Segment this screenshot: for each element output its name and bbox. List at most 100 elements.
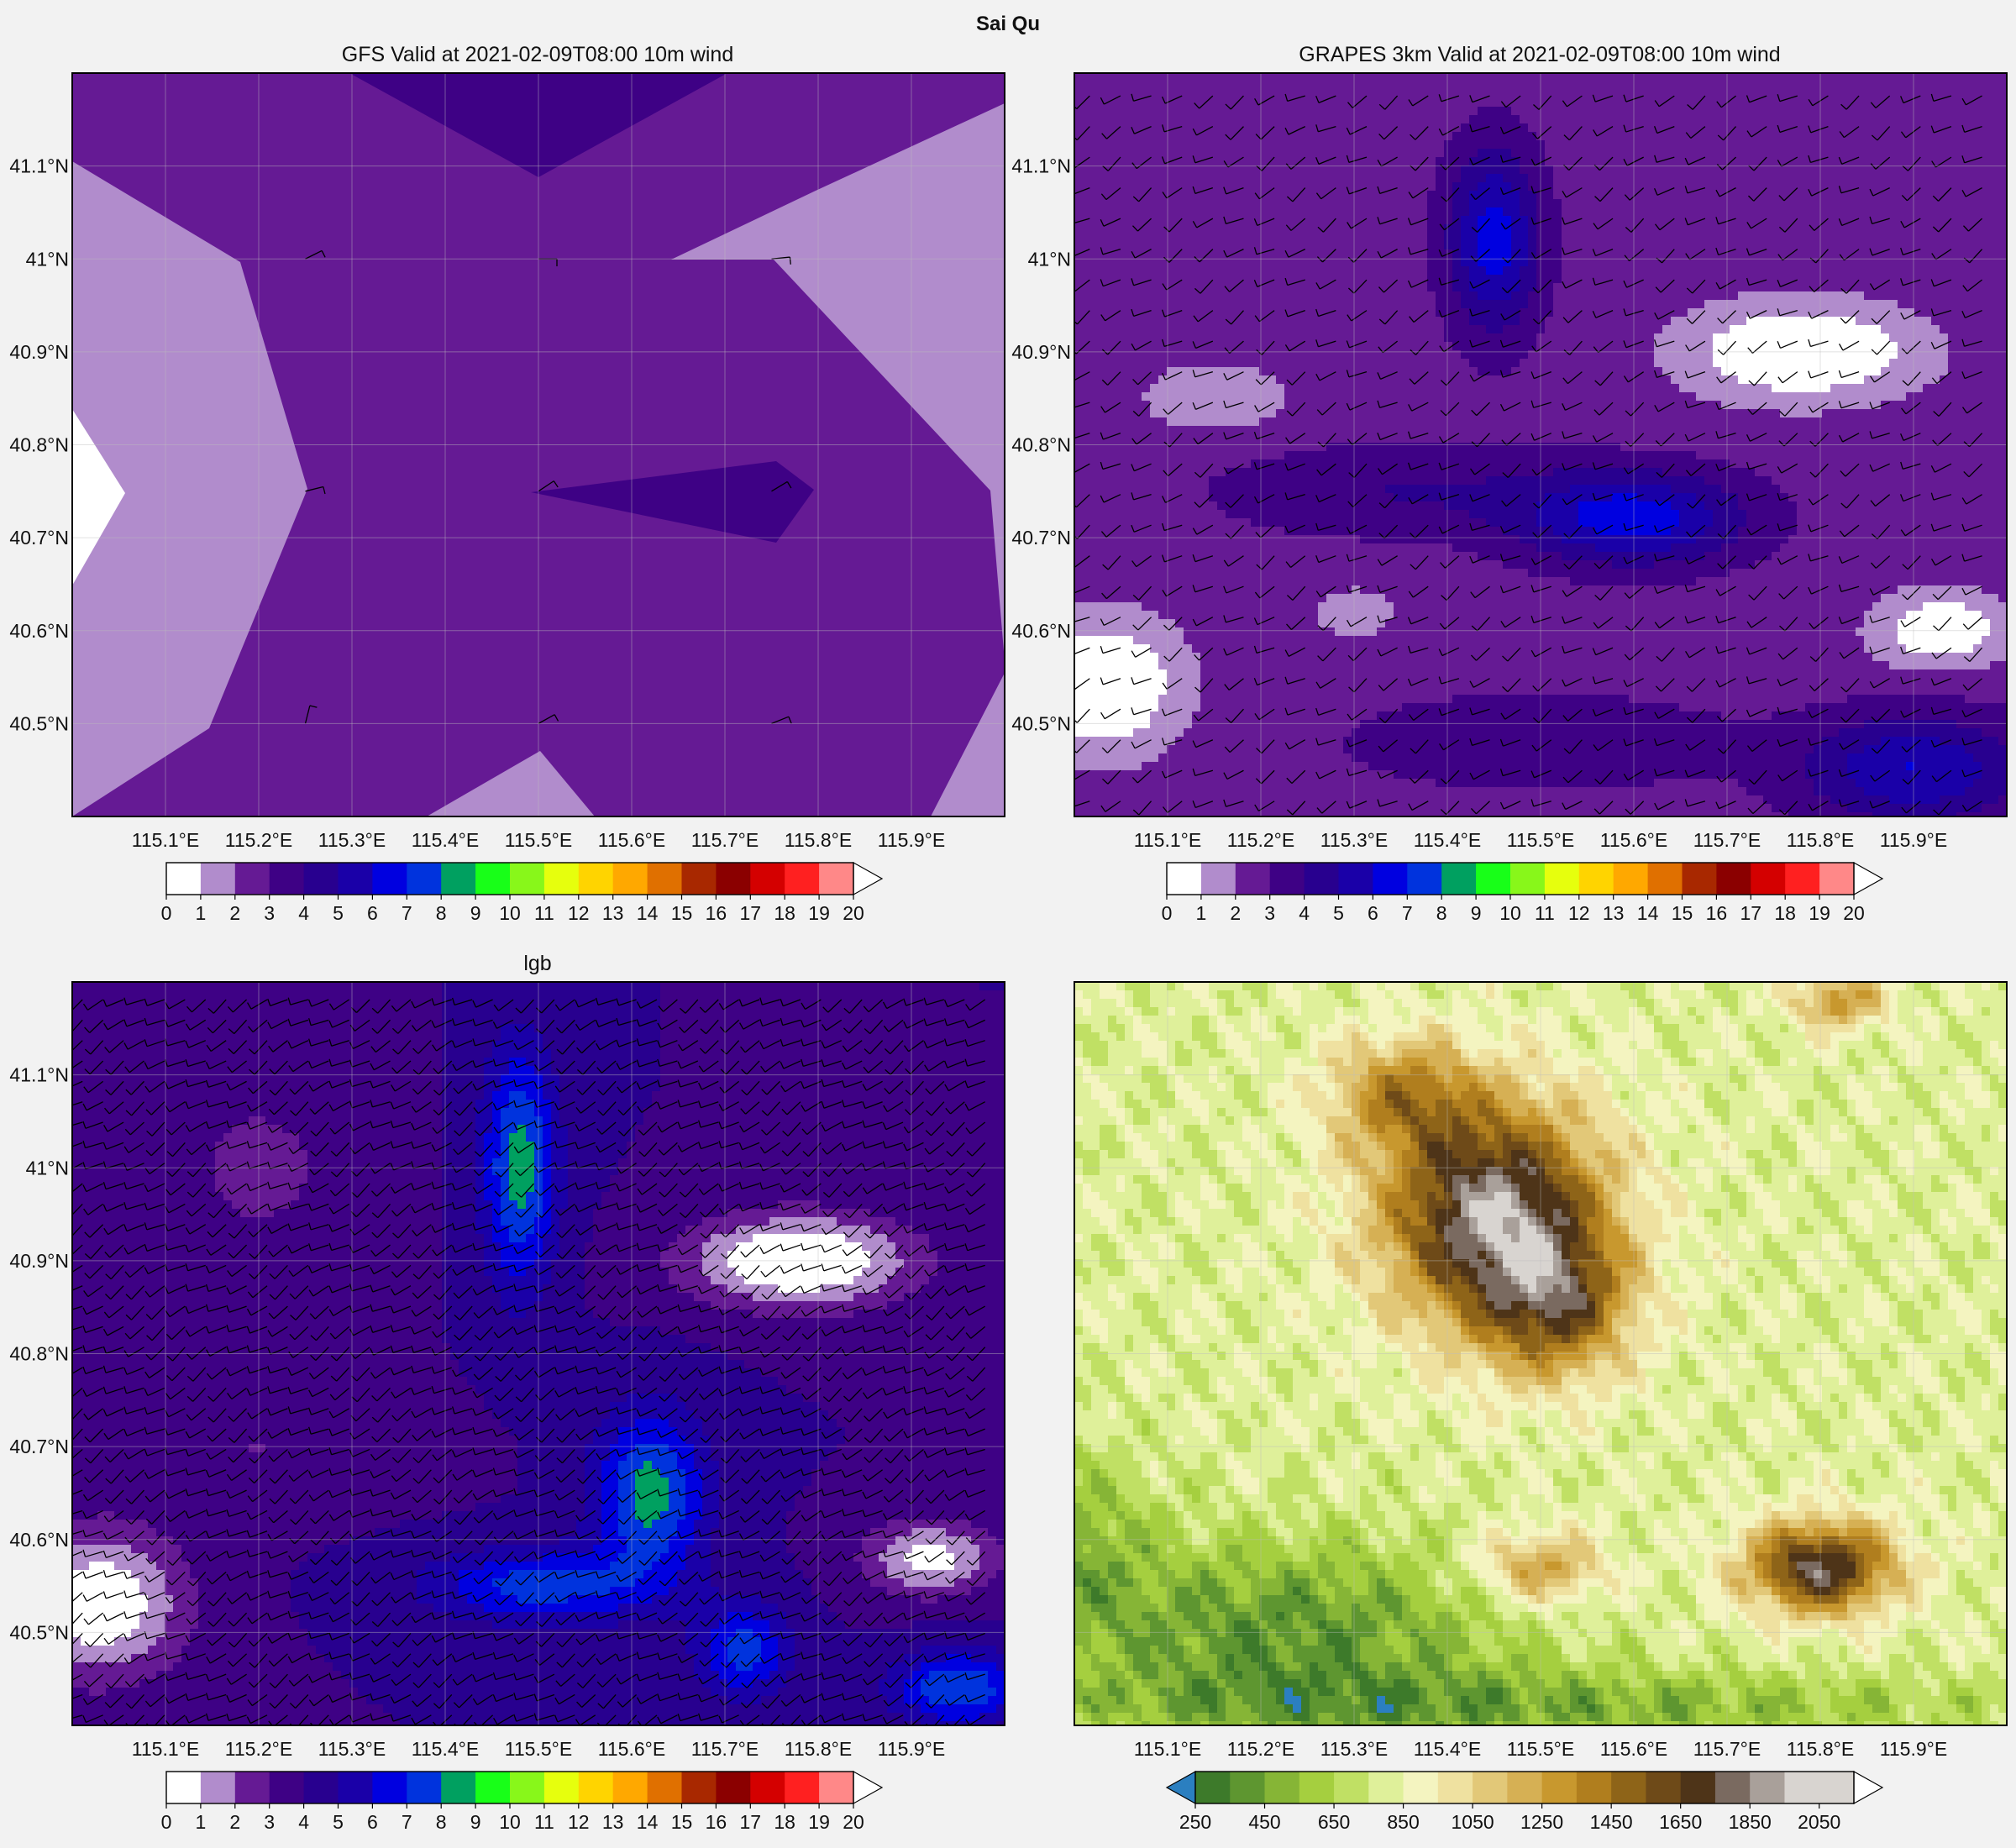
- field-cell: [1142, 333, 1151, 343]
- colorbar-label: 5: [333, 902, 344, 924]
- field-cell: [1520, 409, 1529, 418]
- field-cell: [1226, 695, 1235, 704]
- field-cell: [1242, 711, 1252, 721]
- field-cell: [1360, 653, 1369, 662]
- field-cell: [1310, 627, 1319, 637]
- field-cell: [1226, 485, 1235, 494]
- field-cell: [1461, 737, 1470, 746]
- field-cell: [1116, 653, 1126, 662]
- field-cell: [1511, 459, 1520, 469]
- field-cell: [1318, 493, 1327, 502]
- colorbar-label: 11: [534, 902, 554, 924]
- field-cell: [1436, 569, 1445, 578]
- field-cell: [1520, 90, 1529, 99]
- field-cell: [1511, 367, 1520, 376]
- field-cell: [1125, 384, 1134, 393]
- field-cell: [1142, 602, 1151, 612]
- field-cell: [1520, 291, 1529, 301]
- field-cell: [1175, 409, 1184, 418]
- field-cell: [1150, 611, 1159, 620]
- field-cell: [1268, 602, 1277, 612]
- field-cell: [1310, 636, 1319, 645]
- field-cell: [1419, 636, 1428, 645]
- field-cell: [1469, 401, 1478, 410]
- field-cell: [1251, 325, 1260, 334]
- field-cell: [1116, 283, 1126, 292]
- field-cell: [1486, 770, 1495, 780]
- field-cell: [1100, 812, 1109, 816]
- field-cell: [1158, 350, 1168, 360]
- field-cell: [1368, 157, 1378, 166]
- field-cell: [1276, 678, 1285, 687]
- field-cell: [1444, 157, 1453, 166]
- field-cell: [1074, 165, 1084, 175]
- field-cell: [1410, 737, 1420, 746]
- field-cell: [1394, 787, 1403, 796]
- field-cell: [1368, 787, 1378, 796]
- field-cell: [1419, 728, 1428, 738]
- field-cell: [1268, 619, 1277, 628]
- field-cell: [1083, 90, 1092, 99]
- field-cell: [1284, 157, 1294, 166]
- field-cell: [1100, 611, 1109, 620]
- field-cell: [1511, 762, 1520, 771]
- field-cell: [1142, 401, 1151, 410]
- field-cell: [1301, 510, 1310, 519]
- field-cell: [1419, 577, 1428, 586]
- field-cell: [1074, 703, 1084, 712]
- field-cell: [1234, 333, 1243, 343]
- field-cell: [1368, 283, 1378, 292]
- field-cell: [1293, 350, 1302, 360]
- field-cell: [1074, 753, 1084, 763]
- field-cell: [1293, 115, 1302, 124]
- field-cell: [1192, 375, 1201, 385]
- field-cell: [1318, 367, 1327, 376]
- field-cell: [1200, 224, 1210, 234]
- field-cell: [1251, 392, 1260, 402]
- field-cell: [1276, 300, 1285, 309]
- field-cell: [1528, 233, 1537, 242]
- field-cell: [1385, 627, 1394, 637]
- field-cell: [1427, 249, 1436, 259]
- field-cell: [1108, 224, 1117, 234]
- field-cell: [1133, 224, 1142, 234]
- field-cell: [1461, 174, 1470, 183]
- field-cell: [1226, 510, 1235, 519]
- field-cell: [1142, 535, 1151, 544]
- field-cell: [1360, 585, 1369, 595]
- field-cell: [1125, 81, 1134, 91]
- field-cell: [1284, 392, 1294, 402]
- field-cell: [1436, 711, 1445, 721]
- field-cell: [1394, 510, 1403, 519]
- field-cell: [1452, 686, 1462, 696]
- field-cell: [1192, 283, 1201, 292]
- field-cell: [1192, 434, 1201, 444]
- field-cell: [1352, 90, 1361, 99]
- field-cell: [1511, 795, 1520, 805]
- field-cell: [1209, 762, 1218, 771]
- field-cell: [1310, 753, 1319, 763]
- field-cell: [1167, 123, 1176, 133]
- field-cell: [1284, 804, 1294, 813]
- field-cell: [1511, 627, 1520, 637]
- field-cell: [1116, 140, 1126, 150]
- field-cell: [1452, 501, 1462, 511]
- field-cell: [1478, 644, 1487, 654]
- field-cell: [1259, 501, 1268, 511]
- field-cell: [1528, 291, 1537, 301]
- field-cell: [1494, 384, 1504, 393]
- field-cell: [1268, 543, 1277, 553]
- field-cell: [1116, 367, 1126, 376]
- field-cell: [1520, 779, 1529, 788]
- field-cell: [1368, 174, 1378, 183]
- field-cell: [1360, 627, 1369, 637]
- field-cell: [1074, 107, 1084, 116]
- field-cell: [1520, 165, 1529, 175]
- field-cell: [1410, 308, 1420, 318]
- field-cell: [1360, 535, 1369, 544]
- field-cell: [1150, 594, 1159, 603]
- field-cell: [1444, 569, 1453, 578]
- field-cell: [1528, 375, 1537, 385]
- field-cell: [1402, 787, 1411, 796]
- field-cell: [1091, 123, 1100, 133]
